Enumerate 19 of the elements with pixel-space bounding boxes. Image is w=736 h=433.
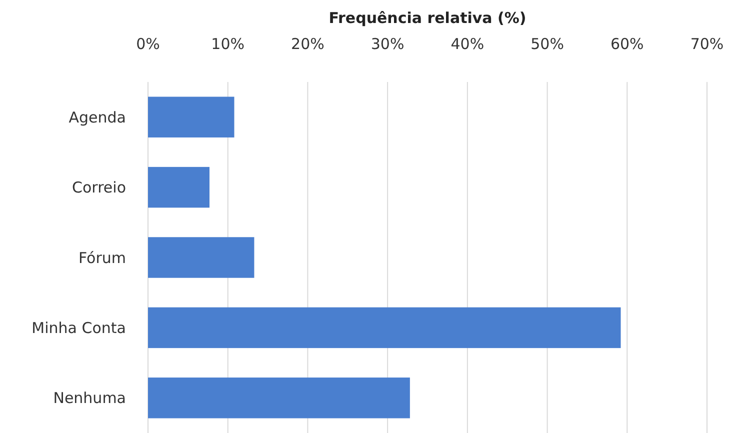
y-tick-label: Nenhuma bbox=[53, 389, 126, 408]
bar bbox=[148, 237, 254, 278]
chart-title: Frequência relativa (%) bbox=[328, 9, 526, 27]
x-tick-label: 70% bbox=[690, 35, 724, 53]
y-tick-label: Fórum bbox=[78, 248, 126, 267]
x-tick-label: 30% bbox=[370, 35, 404, 53]
y-tick-label: Minha Conta bbox=[32, 318, 126, 337]
bar bbox=[148, 166, 210, 208]
bar bbox=[148, 307, 621, 348]
bar bbox=[148, 96, 234, 138]
x-tick-label: 60% bbox=[610, 35, 644, 53]
x-tick-label: 20% bbox=[291, 35, 324, 53]
x-tick-label: 50% bbox=[530, 35, 564, 53]
y-tick-label: Correio bbox=[72, 178, 126, 197]
bar bbox=[148, 378, 410, 418]
x-tick-label: 10% bbox=[211, 35, 245, 53]
y-tick-label: Agenda bbox=[68, 108, 126, 126]
x-tick-label: 40% bbox=[450, 35, 484, 53]
x-tick-label: 0% bbox=[136, 35, 160, 53]
